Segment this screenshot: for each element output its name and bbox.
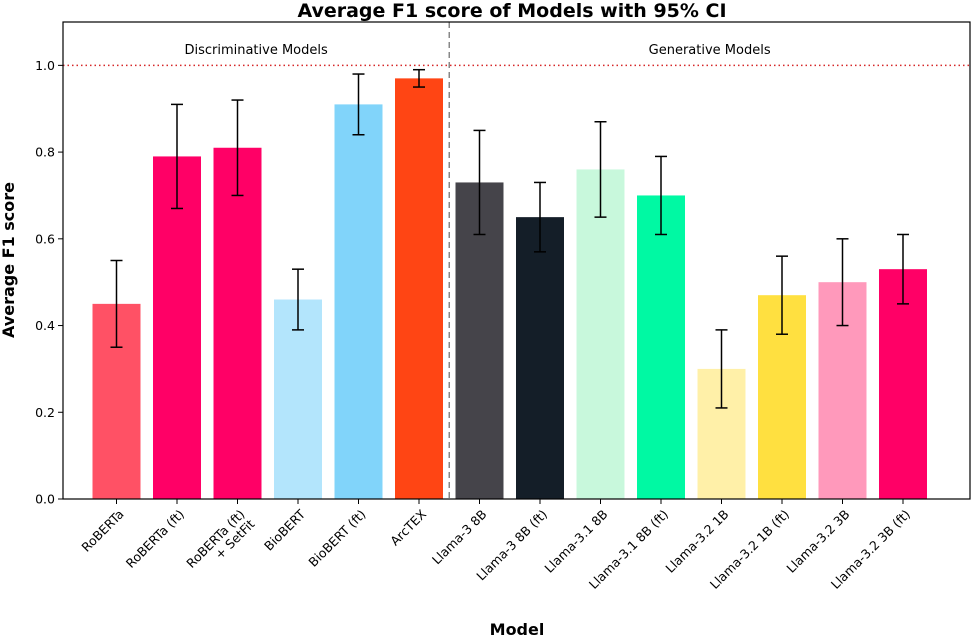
- x-tick-label-line: Llama-3.1 8B: [541, 507, 610, 576]
- x-tick-label: Llama-3 8B: [429, 507, 490, 568]
- x-tick-label: Llama-3.2 3B: [783, 507, 852, 576]
- bar: [637, 195, 685, 500]
- x-tick-label: BioBERT (ft): [305, 507, 368, 570]
- x-tick-label: Llama-3.2 1B: [662, 507, 731, 576]
- x-tick-label: RoBERTa (ft): [123, 507, 187, 571]
- x-tick-label: BioBERT: [261, 506, 308, 553]
- bar: [153, 156, 201, 499]
- plot-frame: [62, 21, 971, 500]
- plot-area: Discriminative Models Generative Models 0.…: [35, 21, 971, 592]
- x-tick-label-line: BioBERT: [261, 506, 308, 553]
- x-tick-label: RoBERTa (ft)+ SetFit: [183, 506, 257, 580]
- x-tick-label: ArcTEX: [387, 506, 429, 548]
- y-tick-label: 1.0: [35, 58, 55, 73]
- y-tick-label: 0.6: [35, 231, 55, 246]
- bar: [213, 147, 262, 499]
- region-label-generative: Generative Models: [649, 43, 771, 58]
- bar: [334, 104, 383, 500]
- y-tick-label: 0.8: [35, 145, 55, 160]
- region-label-discriminative: Discriminative Models: [184, 43, 328, 58]
- x-tick-label-line: Llama-3 8B: [429, 507, 490, 568]
- chart-title: Average F1 score of Models with 95% CI: [297, 0, 726, 22]
- x-tick-label-line: ArcTEX: [387, 506, 429, 548]
- y-tick-label: 0.4: [35, 318, 55, 333]
- x-tick-label: Llama-3.1 8B: [541, 507, 610, 576]
- y-tick-label: 0.2: [35, 405, 55, 420]
- bar: [395, 78, 443, 499]
- y-axis-label: Average F1 score: [0, 182, 18, 338]
- x-tick-label-line: RoBERTa (ft): [123, 507, 187, 571]
- y-tick-label: 0.0: [35, 492, 55, 507]
- bar: [274, 299, 322, 499]
- x-axis-label: Model: [490, 620, 545, 636]
- bar: [879, 269, 927, 499]
- x-tick-label-line: BioBERT (ft): [305, 507, 368, 570]
- x-tick-label-line: Llama-3.2 1B: [662, 507, 731, 576]
- x-tick-label-line: RoBERTa: [78, 507, 126, 555]
- x-tick-label: RoBERTa: [78, 507, 126, 555]
- x-tick-label-line: Llama-3.2 3B: [783, 507, 852, 576]
- bar: [576, 169, 625, 499]
- bar: [516, 217, 564, 500]
